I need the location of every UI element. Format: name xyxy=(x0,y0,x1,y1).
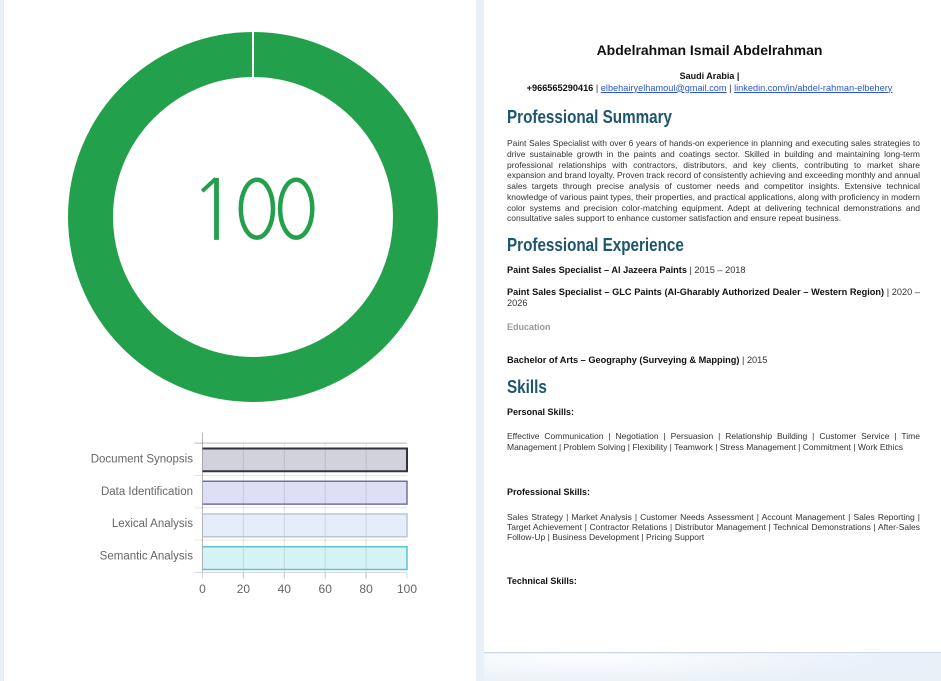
svg-text:20: 20 xyxy=(237,582,251,596)
svg-text:40: 40 xyxy=(278,582,292,596)
svg-text:60: 60 xyxy=(319,582,333,596)
svg-text:Document Synopsis: Document Synopsis xyxy=(91,453,194,465)
svg-text:0: 0 xyxy=(199,582,206,596)
svg-text:Semantic Analysis: Semantic Analysis xyxy=(100,551,194,563)
svg-text:80: 80 xyxy=(359,582,373,596)
svg-text:Data Identification: Data Identification xyxy=(101,486,193,498)
svg-text:Lexical Analysis: Lexical Analysis xyxy=(112,518,193,530)
svg-text:100: 100 xyxy=(397,582,417,596)
